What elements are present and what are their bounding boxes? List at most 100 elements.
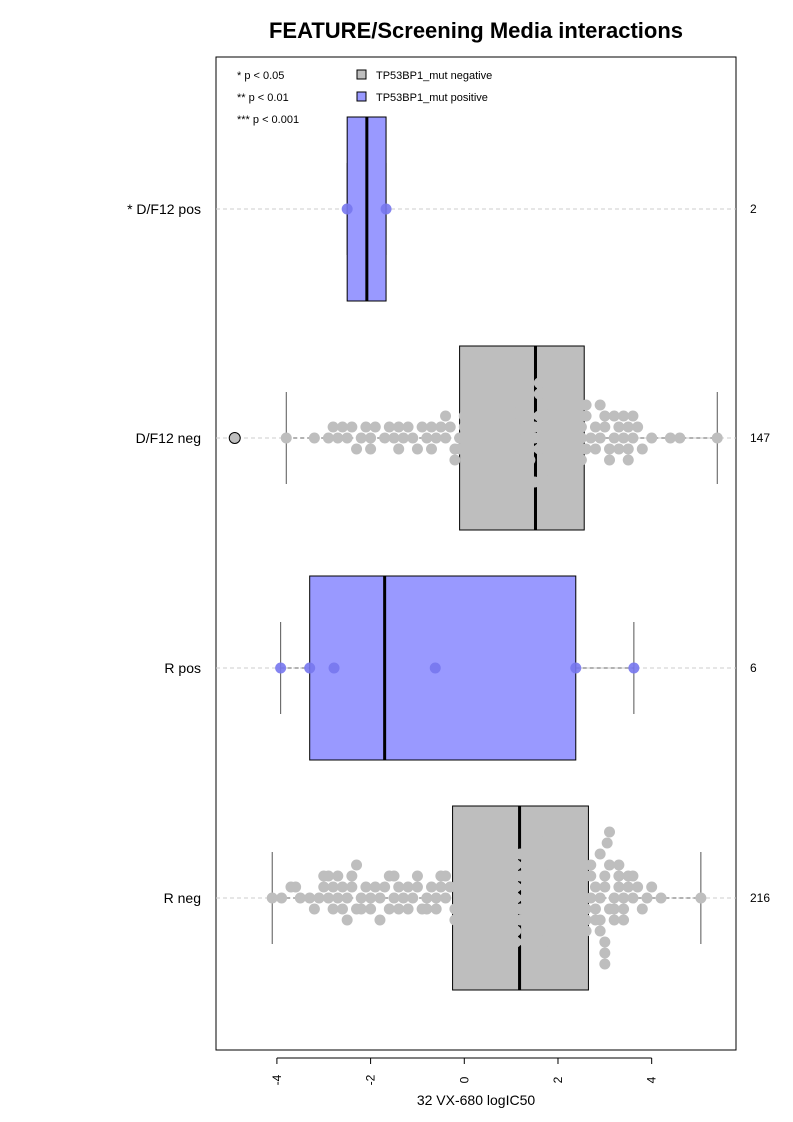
point-d-f12-neg (336, 421, 348, 433)
point-r-neg (519, 892, 531, 904)
point-d-f12-neg (505, 476, 517, 488)
point-r-neg (515, 848, 527, 860)
point-d-f12-neg (486, 454, 498, 466)
point-r-pos (328, 662, 340, 674)
point-d-f12-neg (482, 465, 494, 477)
group-counts: 2 147 6 216 (750, 202, 770, 905)
data-points (266, 203, 723, 970)
point-d-f12-neg (393, 443, 405, 455)
point-r-neg (496, 837, 508, 849)
point-r-neg (500, 936, 512, 948)
point-d-f12-neg (365, 443, 377, 455)
significance-legend: * p < 0.05 ** p < 0.01 *** p < 0.001 (237, 70, 299, 126)
point-r-neg (449, 903, 461, 915)
point-d-f12-neg (515, 443, 527, 455)
plot-frame (215, 56, 737, 1051)
point-r-neg (500, 947, 512, 959)
point-d-f12-neg (622, 421, 634, 433)
point-d-f12-neg (496, 465, 508, 477)
point-d-f12-neg (463, 421, 475, 433)
point-r-pos (304, 662, 316, 674)
point-r-neg (585, 892, 597, 904)
point-d-f12-neg (505, 399, 517, 411)
point-d-f12-neg (608, 410, 620, 422)
point-r-neg (411, 881, 423, 893)
legend: TP53BP1_mut negative TP53BP1_mut positive (356, 69, 492, 104)
point-r-neg (599, 936, 611, 948)
point-r-neg (622, 881, 634, 893)
point-r-neg (454, 892, 466, 904)
point-r-neg (524, 925, 536, 937)
point-d-f12-neg (322, 432, 334, 444)
point-d-f12-neg (346, 421, 358, 433)
group-label-d-f12-pos: * D/F12 pos (127, 201, 201, 217)
point-r-neg (496, 958, 508, 970)
point-r-neg (266, 892, 278, 904)
point-r-neg (533, 870, 545, 882)
point-r-neg (641, 892, 653, 904)
point-d-f12-neg (519, 432, 531, 444)
point-d-f12-neg (533, 388, 545, 400)
point-r-neg (341, 892, 353, 904)
point-r-neg (327, 881, 339, 893)
point-d-f12-neg (566, 465, 578, 477)
point-d-f12-neg (552, 465, 564, 477)
point-r-neg (322, 870, 334, 882)
point-r-neg (336, 903, 348, 915)
point-d-f12-neg (604, 443, 616, 455)
point-r-neg (627, 892, 639, 904)
point-r-neg (566, 936, 578, 948)
point-r-neg (613, 870, 625, 882)
point-d-f12-neg (594, 399, 606, 411)
point-r-neg (472, 859, 484, 871)
point-r-neg (515, 914, 527, 926)
point-d-f12-neg (618, 410, 630, 422)
point-r-neg (435, 881, 447, 893)
point-d-f12-neg (472, 465, 484, 477)
point-r-neg (519, 859, 531, 871)
point-r-neg (557, 848, 569, 860)
point-r-neg (599, 881, 611, 893)
x-axis-label: 32 VX-680 logIC50 (417, 1092, 536, 1108)
point-r-neg (430, 892, 442, 904)
point-d-f12-neg (538, 465, 550, 477)
point-r-neg (580, 914, 592, 926)
point-d-f12-neg (355, 432, 367, 444)
point-r-neg (318, 881, 330, 893)
point-d-f12-neg (543, 454, 555, 466)
group-labels: * D/F12 pos D/F12 neg R pos R neg (127, 201, 201, 906)
point-d-f12-neg (618, 432, 630, 444)
point-d-f12-neg (515, 399, 527, 411)
point-d-f12-neg (571, 476, 583, 488)
point-r-neg (561, 881, 573, 893)
point-r-neg (304, 892, 316, 904)
point-d-f12-neg (365, 432, 377, 444)
point-r-neg (585, 859, 597, 871)
point-r-neg (646, 881, 658, 893)
point-d-f12-pos (380, 203, 392, 215)
point-r-pos (429, 662, 441, 674)
point-d-f12-neg (496, 432, 508, 444)
point-d-f12-neg (486, 421, 498, 433)
x-tick-label: -2 (364, 1074, 378, 1085)
point-d-f12-neg (440, 410, 452, 422)
point-r-neg (547, 903, 559, 915)
point-d-f12-neg (468, 399, 480, 411)
point-r-neg (421, 903, 433, 915)
point-r-neg (463, 848, 475, 860)
point-r-neg (510, 936, 522, 948)
point-r-neg (557, 859, 569, 871)
point-r-neg (444, 881, 456, 893)
point-d-f12-neg (557, 410, 569, 422)
point-d-f12-neg (571, 399, 583, 411)
point-r-neg (496, 925, 508, 937)
point-d-f12-neg (500, 377, 512, 389)
point-r-pos (570, 662, 582, 674)
point-d-f12-neg (454, 432, 466, 444)
point-r-neg (491, 903, 503, 915)
point-r-neg (365, 892, 377, 904)
point-d-f12-neg (510, 454, 522, 466)
point-r-neg (383, 903, 395, 915)
point-d-f12-neg (561, 377, 573, 389)
point-r-neg (276, 892, 288, 904)
